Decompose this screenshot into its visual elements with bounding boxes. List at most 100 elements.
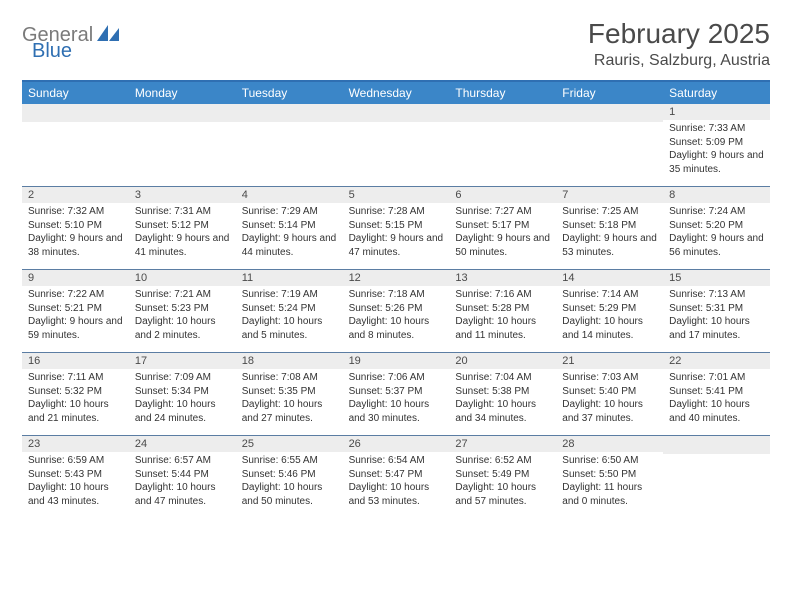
calendar-cell: 12Sunrise: 7:18 AMSunset: 5:26 PMDayligh… bbox=[343, 270, 450, 352]
calendar-cell: 26Sunrise: 6:54 AMSunset: 5:47 PMDayligh… bbox=[343, 436, 450, 518]
day-number: 8 bbox=[663, 187, 770, 203]
sunrise-text: Sunrise: 7:28 AM bbox=[349, 205, 444, 219]
cell-body: Sunrise: 7:03 AMSunset: 5:40 PMDaylight:… bbox=[556, 369, 663, 429]
daylight-text: Daylight: 10 hours and 11 minutes. bbox=[455, 315, 550, 342]
sunrise-text: Sunrise: 7:31 AM bbox=[135, 205, 230, 219]
title-block: February 2025 Rauris, Salzburg, Austria bbox=[588, 18, 770, 70]
sunrise-text: Sunrise: 7:11 AM bbox=[28, 371, 123, 385]
sunset-text: Sunset: 5:23 PM bbox=[135, 302, 230, 316]
calendar-week-row: 1Sunrise: 7:33 AMSunset: 5:09 PMDaylight… bbox=[22, 104, 770, 187]
cell-body: Sunrise: 6:57 AMSunset: 5:44 PMDaylight:… bbox=[129, 452, 236, 512]
day-number: 3 bbox=[129, 187, 236, 203]
weeks-container: 1Sunrise: 7:33 AMSunset: 5:09 PMDaylight… bbox=[22, 104, 770, 518]
sunset-text: Sunset: 5:15 PM bbox=[349, 219, 444, 233]
cell-body bbox=[236, 122, 343, 128]
cell-body: Sunrise: 7:29 AMSunset: 5:14 PMDaylight:… bbox=[236, 203, 343, 263]
daylight-text: Daylight: 9 hours and 59 minutes. bbox=[28, 315, 123, 342]
daylight-text: Daylight: 10 hours and 53 minutes. bbox=[349, 481, 444, 508]
sunrise-text: Sunrise: 6:55 AM bbox=[242, 454, 337, 468]
cell-body: Sunrise: 6:55 AMSunset: 5:46 PMDaylight:… bbox=[236, 452, 343, 512]
cell-body: Sunrise: 7:28 AMSunset: 5:15 PMDaylight:… bbox=[343, 203, 450, 263]
sunrise-text: Sunrise: 6:57 AM bbox=[135, 454, 230, 468]
daylight-text: Daylight: 10 hours and 43 minutes. bbox=[28, 481, 123, 508]
calendar-cell: 8Sunrise: 7:24 AMSunset: 5:20 PMDaylight… bbox=[663, 187, 770, 269]
day-number: 21 bbox=[556, 353, 663, 369]
calendar-cell: 18Sunrise: 7:08 AMSunset: 5:35 PMDayligh… bbox=[236, 353, 343, 435]
calendar-cell bbox=[236, 104, 343, 186]
daylight-text: Daylight: 10 hours and 47 minutes. bbox=[135, 481, 230, 508]
sunset-text: Sunset: 5:37 PM bbox=[349, 385, 444, 399]
sunset-text: Sunset: 5:44 PM bbox=[135, 468, 230, 482]
calendar-grid: Sunday Monday Tuesday Wednesday Thursday… bbox=[22, 80, 770, 518]
daylight-text: Daylight: 9 hours and 38 minutes. bbox=[28, 232, 123, 259]
sunset-text: Sunset: 5:40 PM bbox=[562, 385, 657, 399]
daylight-text: Daylight: 9 hours and 35 minutes. bbox=[669, 149, 764, 176]
sunrise-text: Sunrise: 6:52 AM bbox=[455, 454, 550, 468]
cell-body: Sunrise: 7:11 AMSunset: 5:32 PMDaylight:… bbox=[22, 369, 129, 429]
month-title: February 2025 bbox=[588, 18, 770, 50]
daylight-text: Daylight: 9 hours and 41 minutes. bbox=[135, 232, 230, 259]
cell-body: Sunrise: 7:13 AMSunset: 5:31 PMDaylight:… bbox=[663, 286, 770, 346]
day-number: 9 bbox=[22, 270, 129, 286]
sunset-text: Sunset: 5:18 PM bbox=[562, 219, 657, 233]
day-number: 14 bbox=[556, 270, 663, 286]
cell-body: Sunrise: 7:06 AMSunset: 5:37 PMDaylight:… bbox=[343, 369, 450, 429]
location-label: Rauris, Salzburg, Austria bbox=[588, 52, 770, 70]
logo-sail-icon bbox=[97, 25, 119, 46]
sunset-text: Sunset: 5:43 PM bbox=[28, 468, 123, 482]
sunset-text: Sunset: 5:09 PM bbox=[669, 136, 764, 150]
day-number bbox=[449, 104, 556, 122]
daylight-text: Daylight: 10 hours and 24 minutes. bbox=[135, 398, 230, 425]
day-number: 27 bbox=[449, 436, 556, 452]
day-number: 12 bbox=[343, 270, 450, 286]
sunset-text: Sunset: 5:41 PM bbox=[669, 385, 764, 399]
cell-body: Sunrise: 7:33 AMSunset: 5:09 PMDaylight:… bbox=[663, 120, 770, 180]
cell-body: Sunrise: 7:09 AMSunset: 5:34 PMDaylight:… bbox=[129, 369, 236, 429]
sunset-text: Sunset: 5:31 PM bbox=[669, 302, 764, 316]
day-number: 26 bbox=[343, 436, 450, 452]
calendar-cell: 2Sunrise: 7:32 AMSunset: 5:10 PMDaylight… bbox=[22, 187, 129, 269]
calendar-cell: 3Sunrise: 7:31 AMSunset: 5:12 PMDaylight… bbox=[129, 187, 236, 269]
calendar-cell bbox=[449, 104, 556, 186]
day-number bbox=[663, 436, 770, 454]
day-number: 25 bbox=[236, 436, 343, 452]
weekday-header: Thursday bbox=[449, 82, 556, 104]
sunset-text: Sunset: 5:24 PM bbox=[242, 302, 337, 316]
sunrise-text: Sunrise: 7:13 AM bbox=[669, 288, 764, 302]
day-number: 18 bbox=[236, 353, 343, 369]
daylight-text: Daylight: 10 hours and 27 minutes. bbox=[242, 398, 337, 425]
sunrise-text: Sunrise: 7:06 AM bbox=[349, 371, 444, 385]
calendar-cell: 11Sunrise: 7:19 AMSunset: 5:24 PMDayligh… bbox=[236, 270, 343, 352]
sunrise-text: Sunrise: 7:22 AM bbox=[28, 288, 123, 302]
cell-body bbox=[129, 122, 236, 128]
cell-body: Sunrise: 7:04 AMSunset: 5:38 PMDaylight:… bbox=[449, 369, 556, 429]
daylight-text: Daylight: 11 hours and 0 minutes. bbox=[562, 481, 657, 508]
cell-body bbox=[22, 122, 129, 128]
sunrise-text: Sunrise: 7:29 AM bbox=[242, 205, 337, 219]
cell-body bbox=[343, 122, 450, 128]
sunset-text: Sunset: 5:34 PM bbox=[135, 385, 230, 399]
daylight-text: Daylight: 10 hours and 30 minutes. bbox=[349, 398, 444, 425]
day-number: 6 bbox=[449, 187, 556, 203]
calendar-cell: 5Sunrise: 7:28 AMSunset: 5:15 PMDaylight… bbox=[343, 187, 450, 269]
day-number: 16 bbox=[22, 353, 129, 369]
daylight-text: Daylight: 9 hours and 50 minutes. bbox=[455, 232, 550, 259]
sunset-text: Sunset: 5:20 PM bbox=[669, 219, 764, 233]
sunset-text: Sunset: 5:21 PM bbox=[28, 302, 123, 316]
calendar-cell bbox=[22, 104, 129, 186]
daylight-text: Daylight: 10 hours and 14 minutes. bbox=[562, 315, 657, 342]
cell-body: Sunrise: 6:59 AMSunset: 5:43 PMDaylight:… bbox=[22, 452, 129, 512]
day-number bbox=[236, 104, 343, 122]
calendar-cell: 16Sunrise: 7:11 AMSunset: 5:32 PMDayligh… bbox=[22, 353, 129, 435]
cell-body: Sunrise: 7:31 AMSunset: 5:12 PMDaylight:… bbox=[129, 203, 236, 263]
sunrise-text: Sunrise: 7:08 AM bbox=[242, 371, 337, 385]
day-number: 5 bbox=[343, 187, 450, 203]
sunrise-text: Sunrise: 7:24 AM bbox=[669, 205, 764, 219]
calendar-cell bbox=[129, 104, 236, 186]
cell-body bbox=[449, 122, 556, 128]
day-number bbox=[556, 104, 663, 122]
sunrise-text: Sunrise: 7:27 AM bbox=[455, 205, 550, 219]
cell-body: Sunrise: 7:24 AMSunset: 5:20 PMDaylight:… bbox=[663, 203, 770, 263]
day-number: 22 bbox=[663, 353, 770, 369]
cell-body: Sunrise: 6:50 AMSunset: 5:50 PMDaylight:… bbox=[556, 452, 663, 512]
